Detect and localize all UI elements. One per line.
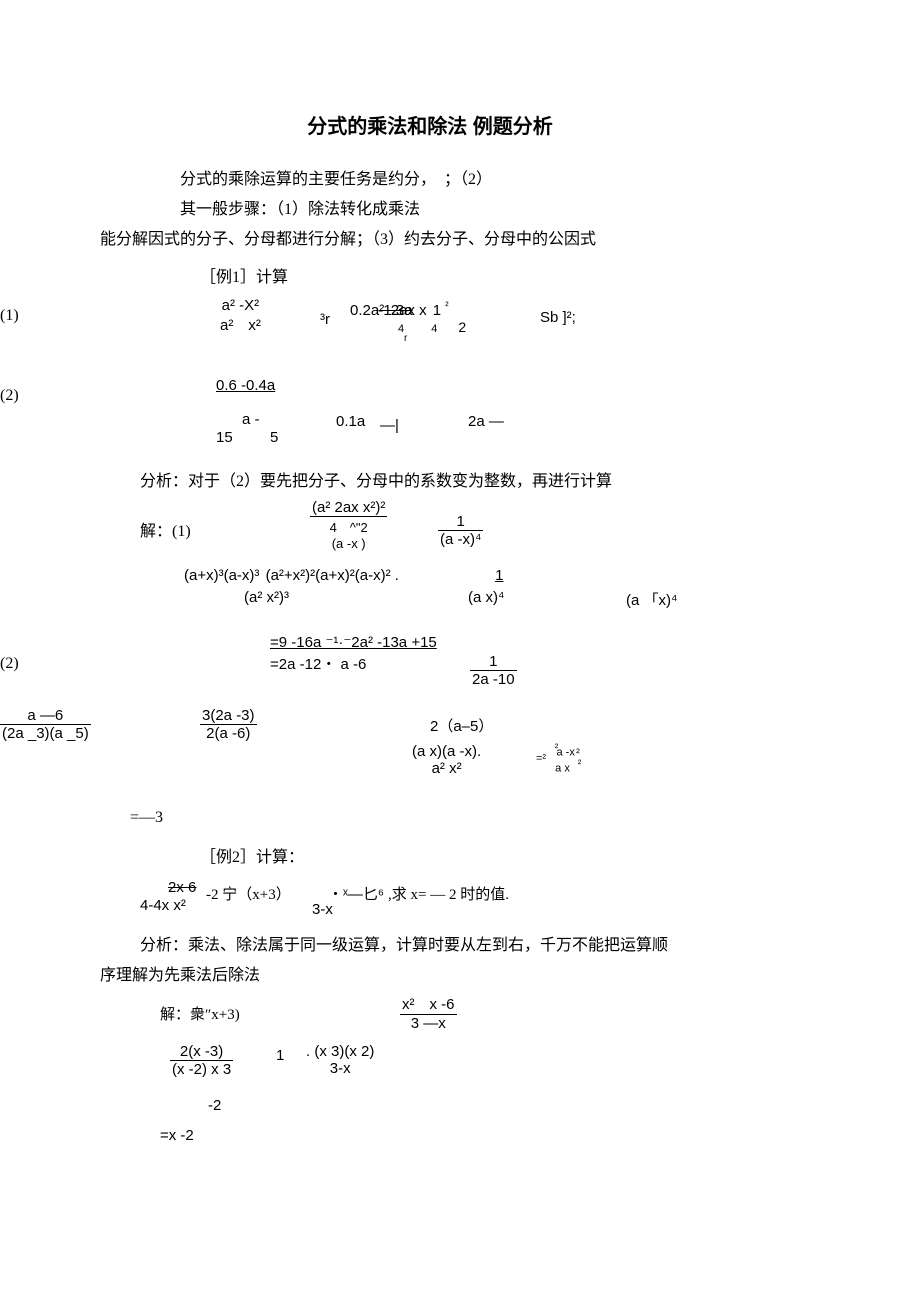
eq2-top: 0.6 -0.4a: [216, 377, 275, 394]
ex2-under: 3-x: [312, 901, 333, 918]
sol2-label: 解：衆″x+3): [160, 1003, 240, 1024]
eq1-mid-row: 0.2a² -1.3a 2ax x 1 ²: [350, 301, 449, 319]
sol2-l2-b: 1: [276, 1047, 284, 1064]
left-frac: a —6 (2a _3)(a _5): [0, 707, 91, 742]
sol1-frac: (a² 2ax x²)² 4 ^"2 (a -x ): [310, 499, 387, 551]
sol2-l3: -2: [0, 1093, 860, 1119]
below-frac-b: a -x²² a x²: [553, 743, 583, 774]
eq2-a1: a -: [242, 411, 260, 428]
ex2-mid3: ,求 x= ― 2 时的值.: [388, 883, 509, 904]
eq2-bar: —|: [380, 417, 399, 434]
analysis-2b: 序理解为先乘法后除法: [0, 963, 860, 989]
sol2-line1-block: 解：衆″x+3) x² x -6 3 —x: [0, 993, 860, 1037]
sol2-r-frac: x² x -6 3 —x: [400, 993, 457, 1032]
eq2-5: 5: [270, 429, 278, 446]
eq1-frac-left: a² -X² a² x²: [218, 297, 263, 335]
below-frac-a: (a x)(a -x). a² x²: [410, 743, 483, 777]
ex2-expression: 2x 6 4-4x x² -2 宁（x+3） ・ˣ—匕⁶ 3-x ,求 x= ―…: [0, 879, 860, 927]
solution-1-line2: (a+x)³(a-x)³ (a²+x²)²(a+x)²(a-x)² . 1 (a…: [0, 567, 860, 615]
equation-1: (1) a² -X² a² x² ³r 0.2a² -1.3a 2ax x 1 …: [0, 297, 860, 353]
sol2-line1: =9 -16a ⁻¹·⁻2a² -13a +15: [270, 633, 437, 651]
equation-2: (2) 0.6 -0.4a a - 15 5 0.1a —| 2a —: [0, 377, 860, 463]
intro-line-1: 分式的乘除运算的主要任务是约分， ；（2）: [0, 167, 860, 193]
doc-title: 分式的乘法和除法 例题分析: [0, 110, 860, 139]
sol-label: 解：(1): [140, 517, 191, 541]
sol1-line3-c: (a 「x)⁴: [626, 589, 677, 610]
ex2-mid2: ・ˣ—匕⁶: [328, 883, 384, 904]
eq1-right: Sb ]²;: [540, 309, 576, 326]
sol1-line3-a: (a² x²)³: [244, 589, 289, 606]
sol2-line2a: =2a -12・ a -6: [270, 653, 366, 674]
intro-line-3: 能分解因式的分子、分母都进行分解；（3）约去分子、分母中的公因式: [0, 227, 860, 253]
document-page: 分式的乘法和除法 例题分析 分式的乘除运算的主要任务是约分， ；（2） 其一般步…: [0, 0, 920, 1193]
eq2-mid: 0.1a: [336, 413, 365, 430]
example1-label: ［例1］计算: [0, 265, 860, 291]
sol1-line3-b: (a x)⁴: [468, 589, 504, 606]
sol2-l2-a: 2(x -3) (x -2) x 3: [170, 1043, 233, 1078]
eq2-right: 2a —: [468, 413, 504, 430]
label-2b: (2): [0, 655, 19, 673]
right-expr: 2（a–5）: [430, 715, 493, 736]
sol2-line2-block: 2(x -3) (x -2) x 3 1 . (x 3)(x 2) 3-x: [0, 1043, 860, 1087]
ex2-mid1: -2 宁（x+3）: [206, 883, 291, 904]
sol2-l4: =x -2: [0, 1123, 860, 1149]
eq1-mid-den: 4 4 2: [398, 319, 466, 335]
sol2-l2-c: . (x 3)(x 2) 3-x: [304, 1043, 376, 1077]
ex2-strike: 2x 6: [168, 879, 196, 896]
ex2-den: 4-4x x²: [140, 897, 186, 914]
mid-frac: 3(2a -3) 2(a -6): [200, 707, 257, 742]
eq1-tick: r: [404, 333, 407, 344]
analysis-2a: 分析：乘法、除法属于同一级运算，计算时要从左到右，千万不能把运算顺: [0, 933, 860, 959]
label-2a: (2): [0, 387, 19, 405]
analysis-1: 分析：对于（2）要先把分子、分母中的系数变为整数，再进行计算: [0, 469, 860, 495]
solution-2-block: (2) =9 -16a ⁻¹·⁻2a² -13a +15 =2a -12・ a …: [0, 633, 860, 697]
solution-1-line1: 解：(1) (a² 2ax x²)² 4 ^"2 (a -x ) 1 (a -x…: [0, 499, 860, 555]
eq1-mid1: ³r: [320, 311, 330, 328]
eq2-15: 15: [216, 429, 233, 446]
label-1: (1): [0, 307, 19, 325]
sol2-line2b-frac: 1 2a -10: [470, 653, 517, 688]
eq-neg3: =―3: [0, 805, 860, 831]
sol1-right-frac: 1 (a -x)⁴: [438, 513, 483, 548]
fraction-row: a —6 (2a _3)(a _5) 3(2a -3) 2(a -6) 2（a–…: [0, 707, 860, 787]
intro-line-2: 其一般步骤：（1）除法转化成乘法: [0, 197, 860, 223]
example2-label: ［例2］计算：: [0, 845, 860, 871]
